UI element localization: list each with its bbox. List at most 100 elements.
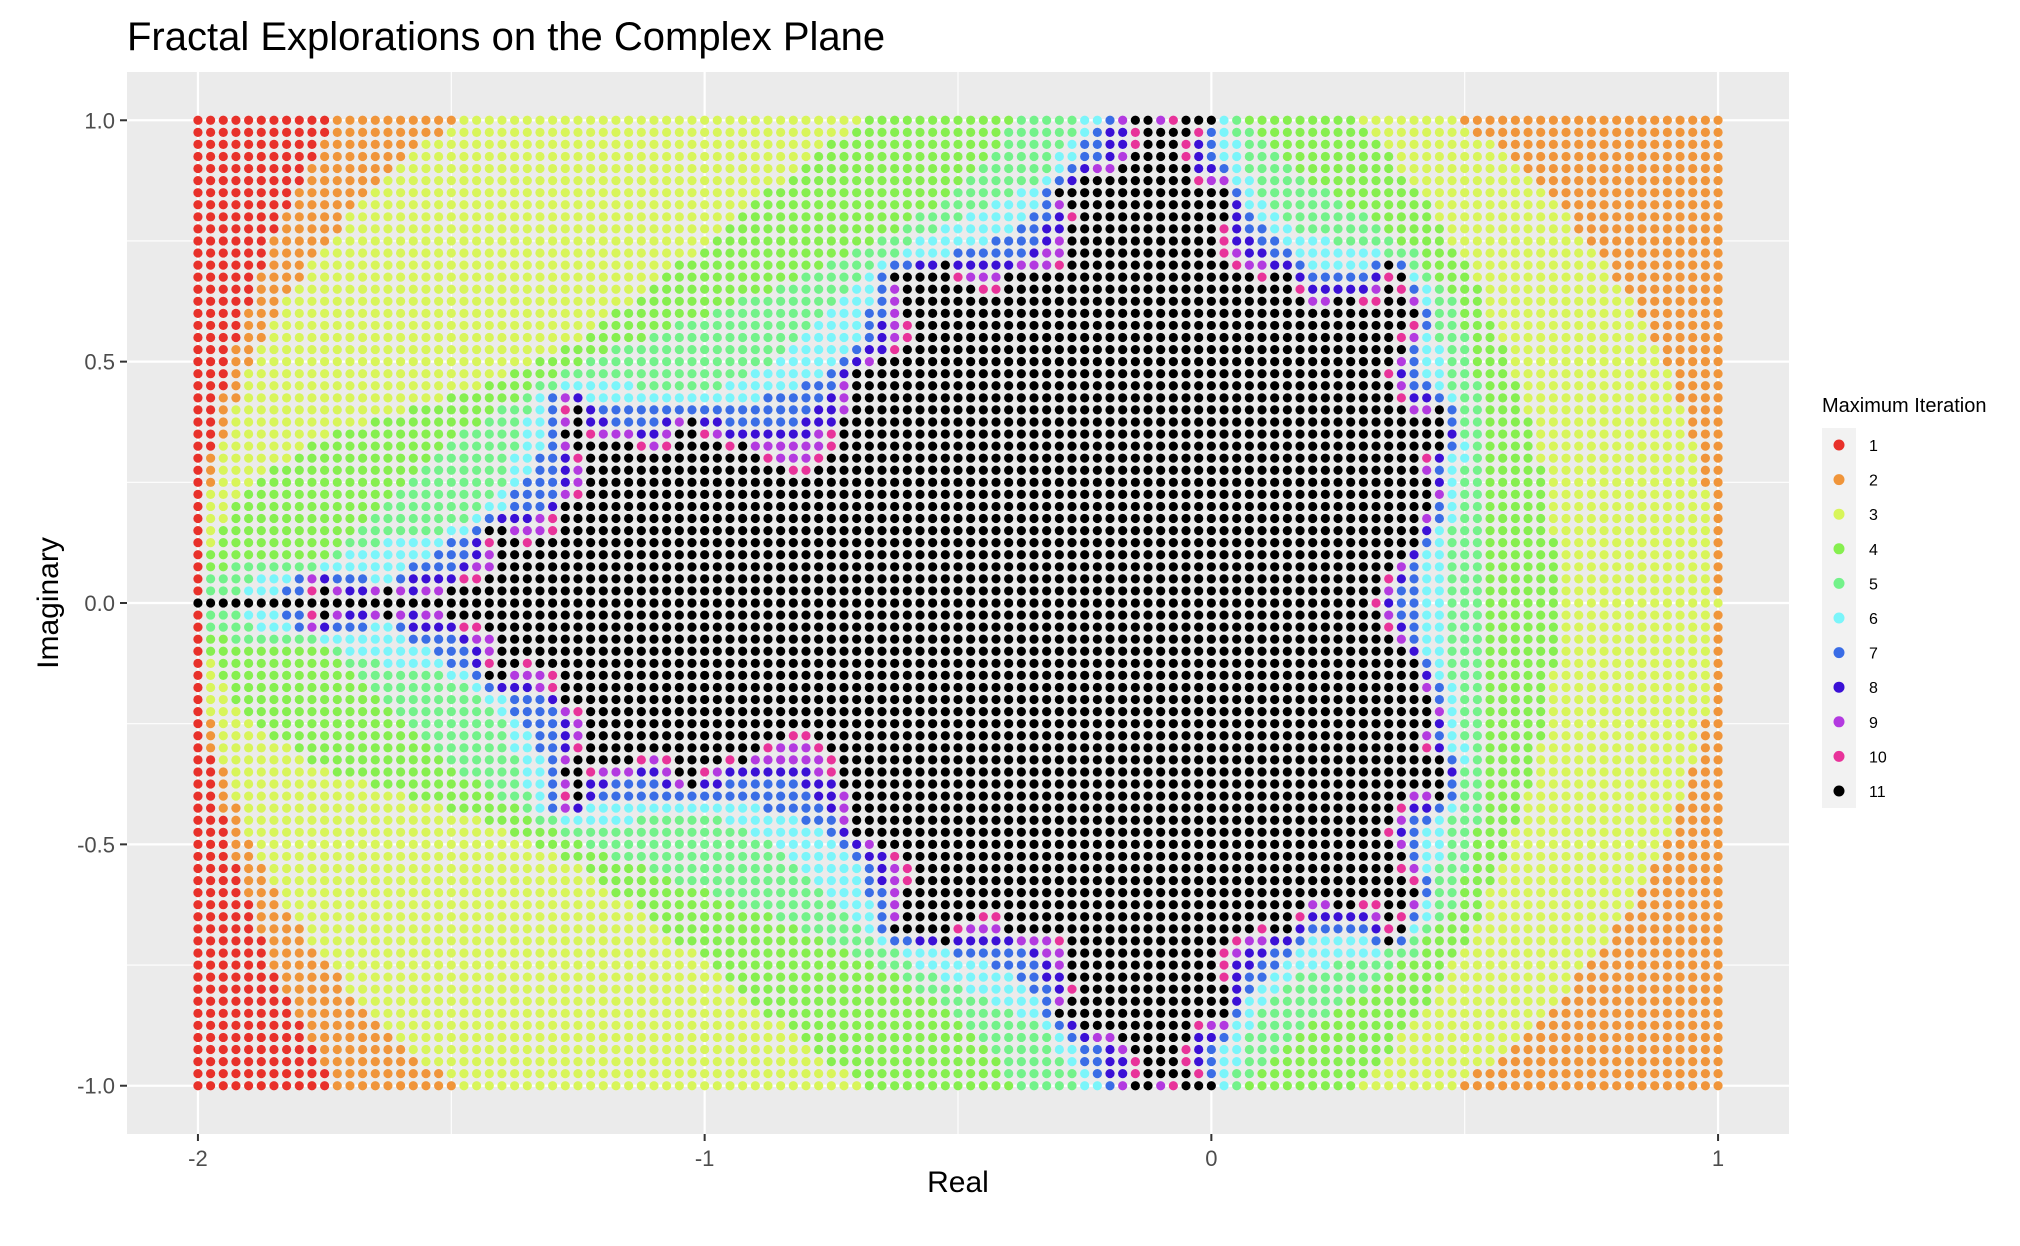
data-point xyxy=(218,803,228,813)
data-point xyxy=(1346,936,1356,946)
data-point xyxy=(1042,755,1052,765)
data-point xyxy=(231,948,241,958)
data-point xyxy=(649,610,659,620)
data-point xyxy=(611,1056,621,1067)
data-point xyxy=(1156,924,1166,934)
data-point xyxy=(1688,1044,1698,1055)
data-point xyxy=(687,863,697,874)
data-point xyxy=(1067,743,1077,753)
data-point xyxy=(1574,815,1584,825)
data-point xyxy=(1586,875,1596,886)
data-point xyxy=(1675,598,1685,608)
data-point xyxy=(522,912,532,922)
data-point xyxy=(738,815,748,825)
data-point xyxy=(434,960,444,970)
data-point xyxy=(1612,670,1622,681)
data-point xyxy=(1536,936,1546,946)
data-point xyxy=(1599,839,1609,849)
data-point xyxy=(1384,815,1394,825)
data-point xyxy=(269,791,279,801)
data-point xyxy=(320,694,330,705)
data-point xyxy=(1371,900,1381,910)
data-point xyxy=(826,598,836,608)
data-point xyxy=(1004,815,1014,825)
data-point xyxy=(1029,1069,1039,1079)
data-point xyxy=(1434,815,1444,825)
data-point xyxy=(1257,658,1267,668)
data-point xyxy=(1168,622,1178,632)
data-point xyxy=(662,996,672,1006)
data-point xyxy=(611,682,621,693)
data-point xyxy=(573,670,583,681)
data-point xyxy=(700,610,710,620)
data-point xyxy=(1295,731,1305,741)
data-point xyxy=(1067,598,1077,608)
data-point xyxy=(839,610,849,620)
data-point xyxy=(928,755,938,765)
data-point xyxy=(738,743,748,753)
data-point xyxy=(1244,900,1254,910)
data-point xyxy=(877,827,887,837)
data-point xyxy=(978,960,988,970)
data-point xyxy=(1029,1032,1039,1043)
data-point xyxy=(446,960,456,970)
data-point xyxy=(915,670,925,681)
data-point xyxy=(1447,1069,1457,1079)
data-point xyxy=(1650,948,1660,958)
data-point xyxy=(332,1081,342,1091)
data-point xyxy=(573,863,583,874)
data-point xyxy=(852,1056,862,1067)
data-point xyxy=(801,694,811,705)
data-point xyxy=(1409,875,1419,886)
data-point xyxy=(1536,658,1546,668)
data-point xyxy=(915,803,925,813)
data-point xyxy=(446,731,456,741)
data-point xyxy=(953,996,963,1006)
data-point xyxy=(1472,888,1482,898)
data-point xyxy=(1118,743,1128,753)
data-point xyxy=(1650,839,1660,849)
data-point xyxy=(1181,598,1191,608)
data-point xyxy=(269,803,279,813)
data-point xyxy=(1168,827,1178,837)
data-point xyxy=(1675,694,1685,705)
data-point xyxy=(864,863,874,874)
data-point xyxy=(1143,1008,1153,1018)
data-point xyxy=(649,743,659,753)
data-point xyxy=(1168,719,1178,729)
data-point xyxy=(1662,803,1672,813)
data-point xyxy=(586,960,596,970)
data-point xyxy=(1143,1032,1153,1043)
data-point xyxy=(763,1044,773,1055)
data-point xyxy=(586,694,596,705)
data-point xyxy=(1016,719,1026,729)
data-point xyxy=(1510,779,1520,789)
data-point xyxy=(332,634,342,644)
data-point xyxy=(484,1069,494,1079)
data-point xyxy=(1257,875,1267,886)
data-point xyxy=(1308,707,1318,717)
data-point xyxy=(1206,1056,1216,1067)
data-point xyxy=(953,731,963,741)
data-point xyxy=(1105,972,1115,982)
data-point xyxy=(1130,755,1140,765)
data-point xyxy=(510,996,520,1006)
data-point xyxy=(1371,791,1381,801)
data-point xyxy=(1257,948,1267,958)
data-point xyxy=(345,791,355,801)
data-point xyxy=(560,900,570,910)
data-point xyxy=(1396,719,1406,729)
data-point xyxy=(256,670,266,681)
data-point xyxy=(700,839,710,849)
data-point xyxy=(1004,900,1014,910)
data-point xyxy=(978,719,988,729)
data-point xyxy=(611,996,621,1006)
data-point xyxy=(750,827,760,837)
data-point xyxy=(1282,634,1292,644)
data-point xyxy=(877,743,887,753)
data-point xyxy=(206,719,216,729)
data-point xyxy=(408,851,418,862)
data-point xyxy=(1194,610,1204,620)
data-point xyxy=(560,646,570,656)
data-point xyxy=(1396,875,1406,886)
